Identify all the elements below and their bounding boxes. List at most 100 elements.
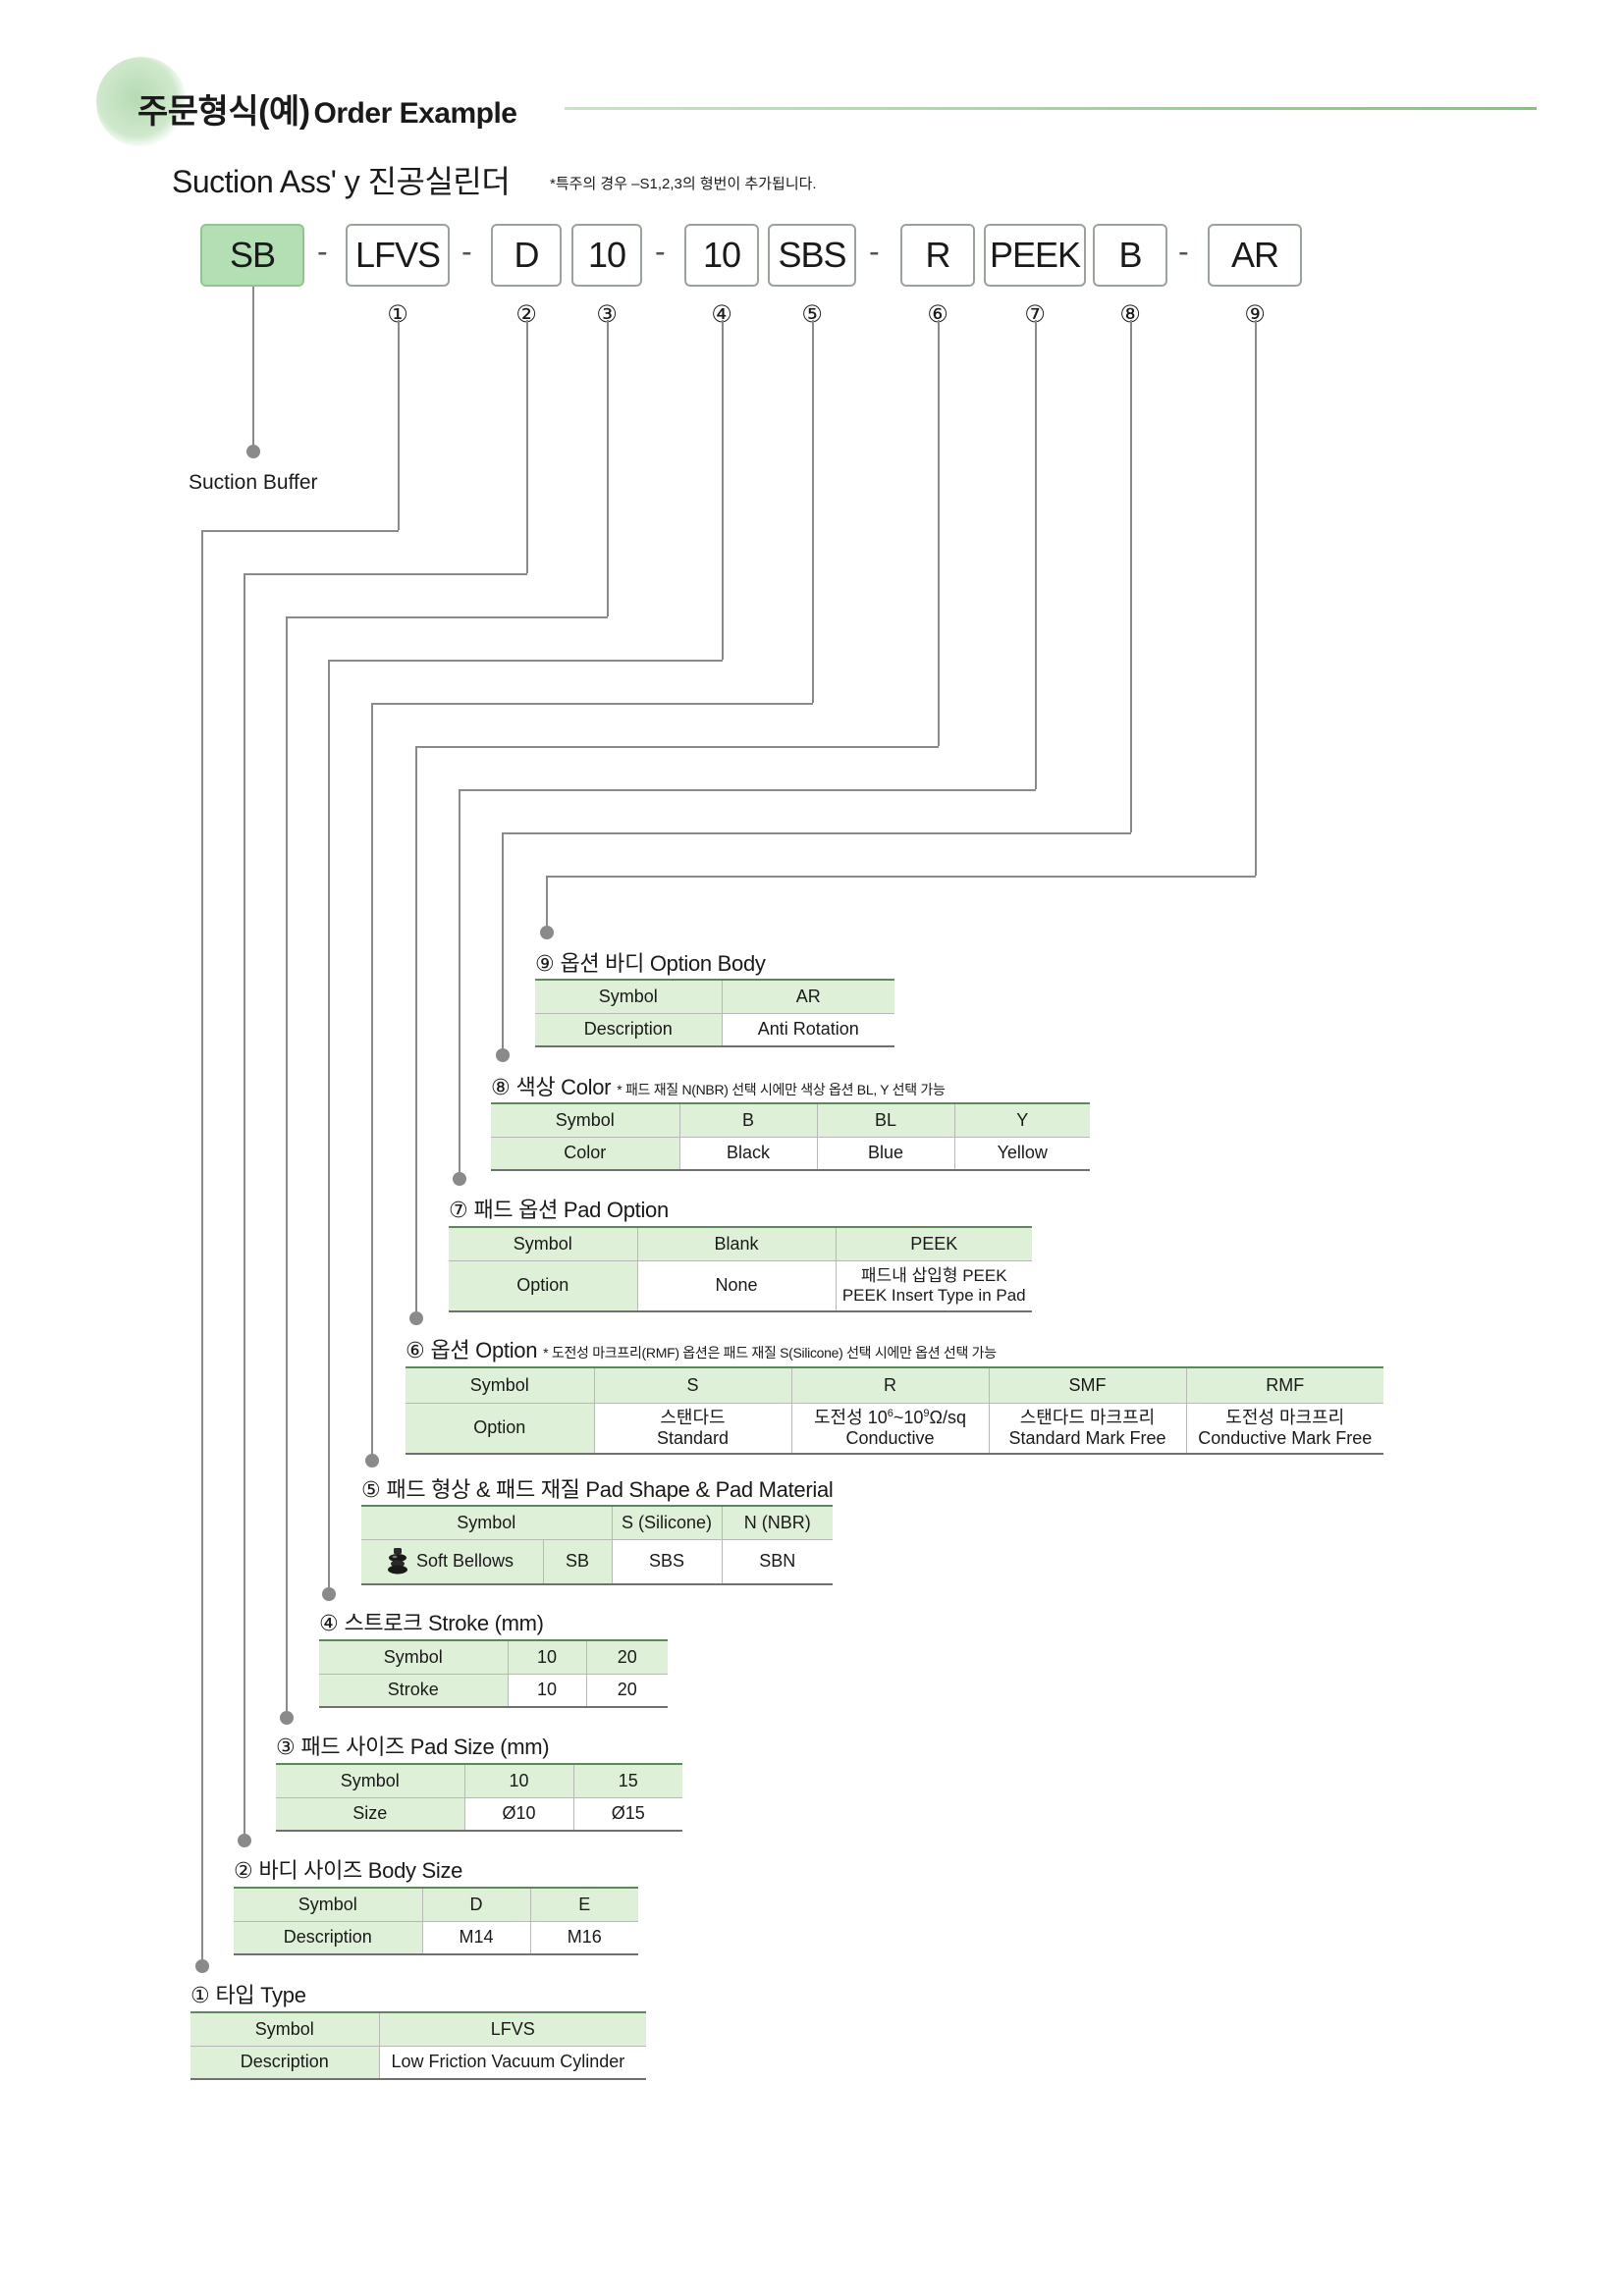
cell: 스탠다드 마크프리 Standard Mark Free xyxy=(988,1402,1187,1455)
cell: Description xyxy=(234,1920,423,1955)
code-dash: - xyxy=(461,234,472,269)
cell: S xyxy=(593,1366,792,1404)
code-box-pad-size: 10 xyxy=(571,224,642,287)
cell-line: Conductive Mark Free xyxy=(1198,1427,1373,1448)
cell: Ø10 xyxy=(463,1796,574,1832)
leader-dot xyxy=(453,1172,466,1186)
page-title: 주문형식(예) Order Example xyxy=(137,93,517,131)
leader-line xyxy=(459,789,460,1179)
leader-line xyxy=(526,320,528,573)
code-box-sb: SB xyxy=(200,224,304,287)
cell: Yellow xyxy=(953,1136,1090,1171)
cell-line: Standard Mark Free xyxy=(1008,1427,1166,1448)
cell: None xyxy=(636,1259,837,1312)
leader-line xyxy=(502,832,1131,834)
cell: Low Friction Vacuum Cylinder xyxy=(378,2045,646,2080)
table-pad-size: Symbol 10 15 Size Ø10 Ø15 xyxy=(276,1763,682,1832)
leader-line xyxy=(607,320,609,616)
bellows-icon xyxy=(388,1547,407,1575)
marker-6: ⑥ xyxy=(927,301,948,328)
cell: D xyxy=(421,1887,531,1922)
suction-buffer-label: Suction Buffer xyxy=(189,471,318,494)
cell-line: 도전성 마크프리 xyxy=(1225,1408,1345,1428)
cell: 패드내 삽입형 PEEK PEEK Insert Type in Pad xyxy=(835,1259,1032,1312)
code-box-option-body: AR xyxy=(1208,224,1302,287)
cell: BL xyxy=(816,1102,955,1138)
cell: Option xyxy=(449,1259,638,1312)
leader-line xyxy=(546,876,1256,878)
cell: Stroke xyxy=(319,1673,509,1708)
cell: S (Silicone) xyxy=(611,1505,723,1540)
marker-9: ⑨ xyxy=(1244,301,1266,328)
marker-7: ⑦ xyxy=(1024,301,1046,328)
table-body-size: Symbol D E Description M14 M16 xyxy=(234,1887,638,1955)
leader-line xyxy=(328,660,723,662)
table-pad-option: Symbol Blank PEEK Option None 패드내 삽입형 PE… xyxy=(449,1226,1032,1312)
leader-dot xyxy=(322,1587,336,1601)
table-option: Symbol S R SMF RMF Option 스탠다드 Standard … xyxy=(406,1366,1383,1455)
cell: LFVS xyxy=(378,2011,646,2047)
leader-line xyxy=(415,746,939,748)
cell: SBN xyxy=(721,1538,833,1585)
marker-8: ⑧ xyxy=(1119,301,1141,328)
section-title-pad-shape: ⑤ 패드 형상 & 패드 재질 Pad Shape & Pad Material xyxy=(361,1477,834,1502)
code-box-option: R xyxy=(900,224,975,287)
cell: PEEK xyxy=(835,1226,1032,1261)
cell: R xyxy=(790,1366,990,1404)
leader-dot xyxy=(540,926,554,939)
leader-dot xyxy=(409,1311,423,1325)
leader-line xyxy=(398,320,400,530)
table-color: Symbol B BL Y Color Black Blue Yellow xyxy=(491,1102,1090,1171)
cell: Symbol xyxy=(361,1505,613,1540)
leader-line xyxy=(244,573,245,1841)
section-title-pad-size: ③ 패드 사이즈 Pad Size (mm) xyxy=(276,1735,550,1759)
cell: E xyxy=(529,1887,638,1922)
cell: Option xyxy=(406,1402,595,1455)
leader-line xyxy=(371,703,813,705)
code-box-body-size: D xyxy=(491,224,562,287)
cell: 도전성 마크프리 Conductive Mark Free xyxy=(1185,1402,1383,1455)
cell: Soft Bellows xyxy=(361,1538,544,1585)
leader-line xyxy=(328,660,330,1594)
cell: 10 xyxy=(507,1673,587,1708)
leader-line xyxy=(502,832,504,1055)
header-decoration xyxy=(96,57,187,147)
cell: Ø15 xyxy=(572,1796,682,1832)
cell: Y xyxy=(953,1102,1090,1138)
leader-line xyxy=(938,320,940,746)
marker-4: ④ xyxy=(711,301,732,328)
marker-3: ③ xyxy=(596,301,618,328)
code-dash: - xyxy=(317,234,328,269)
leader-line xyxy=(201,530,203,1966)
cell: 10 xyxy=(463,1763,574,1798)
section-title-body-size: ② 바디 사이즈 Body Size xyxy=(234,1858,463,1883)
cell: Symbol xyxy=(190,2011,380,2047)
section-title-stroke: ④ 스트로크 Stroke (mm) xyxy=(319,1611,544,1635)
table-stroke: Symbol 10 20 Stroke 10 20 xyxy=(319,1639,668,1708)
cell: Symbol xyxy=(276,1763,465,1798)
cell: AR xyxy=(721,979,894,1014)
marker-2: ② xyxy=(515,301,537,328)
cell: M14 xyxy=(421,1920,531,1955)
leader-line xyxy=(459,789,1036,791)
cell: Symbol xyxy=(406,1366,595,1404)
header-rule xyxy=(565,107,1537,110)
cell-line: Conductive xyxy=(845,1427,935,1448)
cell-line: 스탠다드 xyxy=(660,1408,726,1428)
section-title-option-body: ⑨ 옵션 바디 Option Body xyxy=(535,951,766,976)
cell: 15 xyxy=(572,1763,682,1798)
cell: Color xyxy=(491,1136,680,1171)
cell: Symbol xyxy=(319,1639,509,1675)
leader-dot xyxy=(195,1959,209,1973)
cell: Symbol xyxy=(535,979,723,1014)
leader-dot xyxy=(238,1834,251,1847)
cell: M16 xyxy=(529,1920,638,1955)
leader-line xyxy=(244,573,527,575)
leader-dot xyxy=(496,1048,510,1062)
cell: 10 xyxy=(507,1639,587,1675)
cell: Size xyxy=(276,1796,465,1832)
leader-dot xyxy=(280,1711,294,1725)
section-title-option: ⑥ 옵션 Option * 도전성 마크프리(RMF) 옵션은 패드 재질 S(Si… xyxy=(406,1338,997,1362)
cell: 스탠다드 Standard xyxy=(593,1402,792,1455)
cell: Symbol xyxy=(234,1887,423,1922)
